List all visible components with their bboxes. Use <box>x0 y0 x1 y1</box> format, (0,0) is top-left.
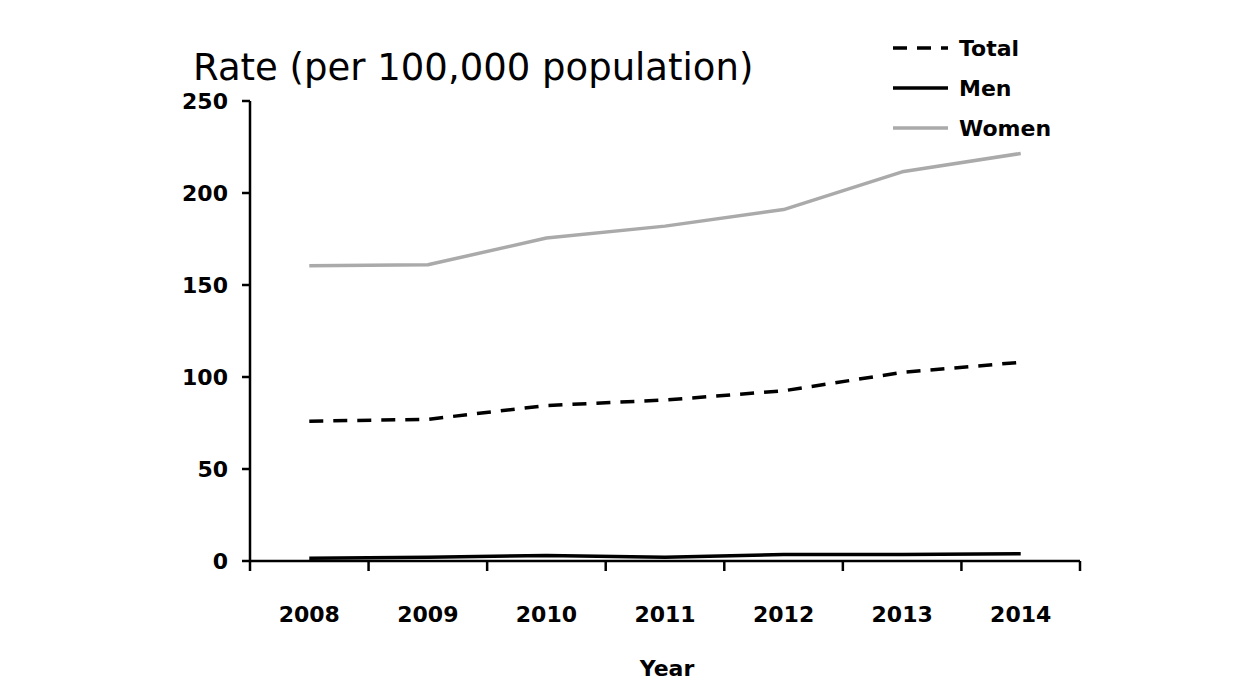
x-axis <box>250 560 1080 563</box>
x-tick-label: 2010 <box>516 602 577 627</box>
y-tick-label: 100 <box>182 365 228 390</box>
x-tick <box>723 561 726 571</box>
legend-swatch <box>893 86 948 90</box>
y-tick-label: 200 <box>182 181 228 206</box>
x-tick <box>249 561 252 571</box>
x-tick <box>1079 561 1082 571</box>
legend-label: Men <box>959 76 1011 101</box>
x-tick-label: 2009 <box>397 602 458 627</box>
series-line <box>309 554 1020 559</box>
y-tick <box>242 192 250 195</box>
y-tick-label: 50 <box>197 457 228 482</box>
series-line <box>309 153 1020 265</box>
x-tick-label: 2011 <box>634 602 695 627</box>
y-axis <box>249 101 252 561</box>
title: Rate (per 100,000 population) <box>193 46 753 89</box>
legend-label: Women <box>959 116 1051 141</box>
legend-swatch <box>893 46 948 50</box>
x-tick <box>960 561 963 571</box>
chart-container: Rate (per 100,000 population) 0 50 100 150 20… <box>0 0 1237 694</box>
chart-svg: Rate (per 100,000 population) 0 50 100 150 20… <box>0 0 1237 694</box>
y-tick-label: 0 <box>213 549 228 574</box>
x-tick <box>842 561 845 571</box>
x-axis-label: Year <box>639 656 695 681</box>
x-tick-label: 2013 <box>872 602 933 627</box>
x-tick-label: 2012 <box>753 602 814 627</box>
legend-swatch <box>893 126 948 130</box>
y-tick <box>242 284 250 287</box>
y-tick <box>242 100 250 103</box>
x-tick <box>486 561 489 571</box>
legend-label: Total <box>959 36 1019 61</box>
x-tick <box>367 561 370 571</box>
y-tick <box>242 376 250 379</box>
x-tick <box>604 561 607 571</box>
x-tick-label: 2014 <box>990 602 1051 627</box>
series-line <box>309 362 1020 421</box>
y-tick-label: 250 <box>182 89 228 114</box>
x-tick-label: 2008 <box>279 602 340 627</box>
y-tick-label: 150 <box>182 273 228 298</box>
y-tick <box>242 468 250 471</box>
plot-lines <box>309 153 1020 558</box>
